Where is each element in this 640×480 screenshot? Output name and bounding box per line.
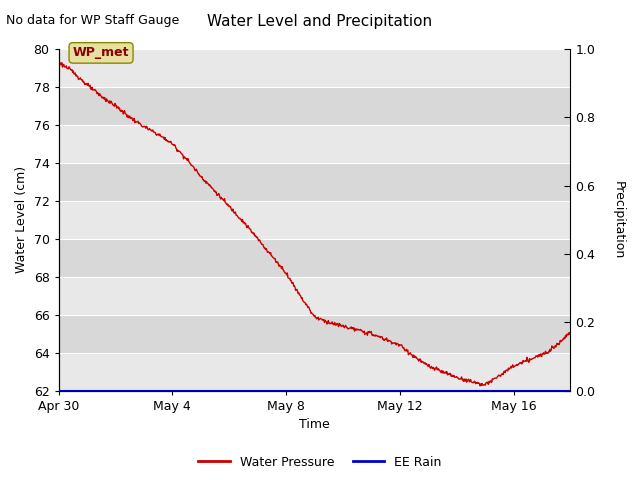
- Bar: [59, 49, 570, 87]
- X-axis label: Time: Time: [299, 419, 330, 432]
- Legend: Water Pressure, EE Rain: Water Pressure, EE Rain: [193, 451, 447, 474]
- Y-axis label: Precipitation: Precipitation: [612, 180, 625, 259]
- Bar: [59, 201, 570, 239]
- Bar: [59, 353, 570, 391]
- Text: WP_met: WP_met: [73, 47, 129, 60]
- Bar: [59, 315, 570, 353]
- Bar: [59, 163, 570, 201]
- Bar: [59, 239, 570, 277]
- Text: Water Level and Precipitation: Water Level and Precipitation: [207, 14, 433, 29]
- Text: No data for WP Staff Gauge: No data for WP Staff Gauge: [6, 14, 180, 27]
- Y-axis label: Water Level (cm): Water Level (cm): [15, 166, 28, 274]
- Bar: [59, 125, 570, 163]
- Bar: [59, 277, 570, 315]
- Bar: [59, 87, 570, 125]
